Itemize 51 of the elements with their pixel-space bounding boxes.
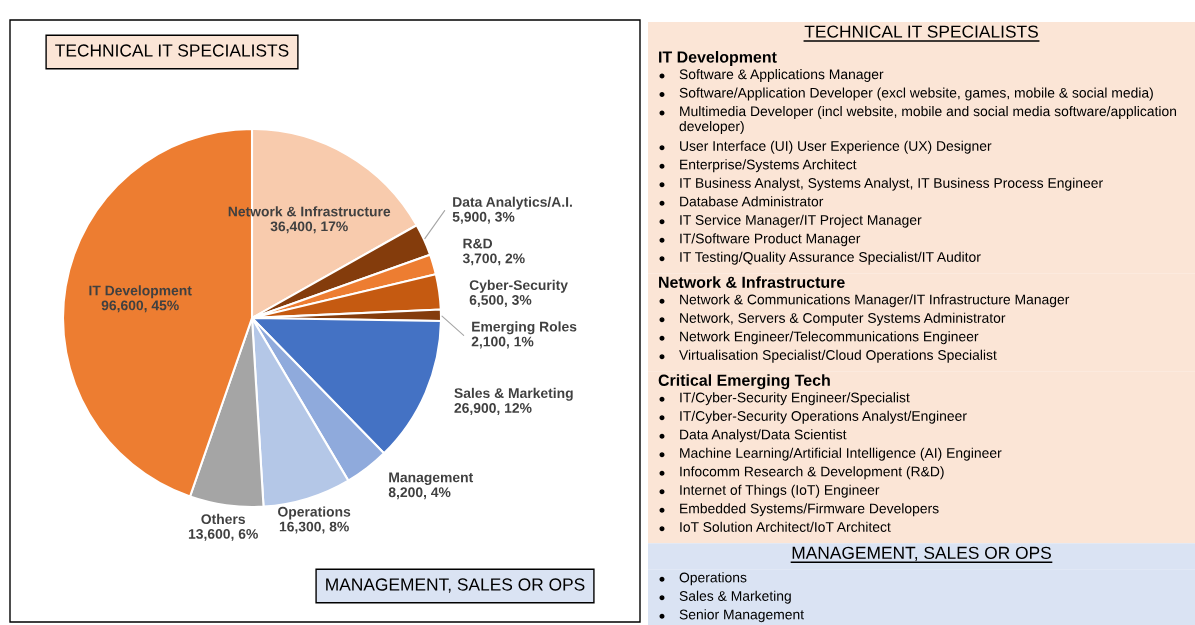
text: TECHNICAL IT SPECIALISTS [804, 25, 1038, 38]
text: Operations [679, 572, 747, 586]
text: IT/Software Product Manager [680, 233, 861, 247]
data-label: 5,900, 3% [452, 211, 515, 224]
text: Internet of Things (IoT) Engineer [680, 484, 880, 498]
slice-label: Others [201, 513, 245, 525]
slice-label: Emerging Roles [472, 321, 577, 335]
data-label: 16,300, 8% [279, 521, 349, 534]
text: IT/Cyber-Security Engineer/Specialist [680, 392, 910, 406]
text: Sales & Marketing [679, 590, 791, 604]
text: Network & Infrastructure [659, 276, 845, 288]
text: Multimedia Developer (incl website, mobile and social media software/application developer) [679, 106, 1177, 134]
slice-label: Sales & Marketing [454, 387, 573, 401]
text: IT Business Analyst, Systems Analyst, IT Business Process Engineer [680, 177, 1103, 191]
data-label: 8,200, 4% [388, 487, 451, 500]
text: IT Testing/Quality Assurance Specialist/IT Auditor [680, 251, 981, 265]
data-label: 6,500, 3% [469, 295, 532, 307]
text: IT Service Manager/IT Project Manager [680, 214, 922, 228]
slice-label: IT Development [89, 285, 192, 299]
data-label: 13,600, 6% [188, 529, 258, 541]
slice-label: Cyber-Security [469, 279, 568, 293]
data-label: 3,700, 2% [462, 253, 525, 266]
data-label: 96,600, 45% [101, 300, 179, 313]
text: MANAGEMENT, SALES OR OPS [326, 578, 585, 593]
text: Database Administrator [680, 196, 824, 207]
text: Network, Servers & Computer Systems Administrator [680, 312, 1006, 326]
text: Infocomm Research & Development (R&D) [680, 466, 944, 480]
text: MANAGEMENT, SALES OR OPS [792, 546, 1051, 561]
slice-label: Operations [278, 506, 351, 520]
text: IT/Cyber-Security Operations Analyst/Engineer [680, 410, 967, 424]
data-label: 36,400, 17% [270, 221, 348, 234]
text: Embedded Systems/Firmware Developers [680, 503, 939, 517]
data-label: 26,900, 12% [454, 403, 532, 415]
data-label: 2,100, 1% [471, 336, 534, 349]
slice-label: Management [389, 472, 474, 486]
text: Machine Learning/Artificial Intelligence (AI) Engineer [680, 447, 1002, 461]
slice-label: R&D [463, 238, 493, 249]
text: Data Analyst/Data Scientist [680, 429, 847, 443]
text: TECHNICAL IT SPECIALISTS [55, 44, 289, 57]
text: Senior Management [679, 609, 804, 623]
slice-label: Data Analytics/A.I. [453, 196, 572, 210]
text: Software/Application Developer (excl website, games, mobile & social media) [679, 87, 1153, 101]
text: Software & Applications Manager [679, 69, 884, 82]
text: Enterprise/Systems Architect [680, 159, 857, 173]
text: Network & Communications Manager/IT Infrastructure Manager [680, 294, 1070, 308]
text: Virtualisation Specialist/Cloud Operations Specialist [679, 349, 997, 363]
text: Critical Emerging Tech [658, 374, 830, 390]
text: IT Development [659, 51, 777, 66]
text: Network Engineer/Telecommunications Engineer [680, 331, 979, 345]
text: User Interface (UI) User Experience (UX) Designer [680, 140, 992, 154]
text: IoT Solution Architect/IoT Architect [680, 521, 891, 532]
